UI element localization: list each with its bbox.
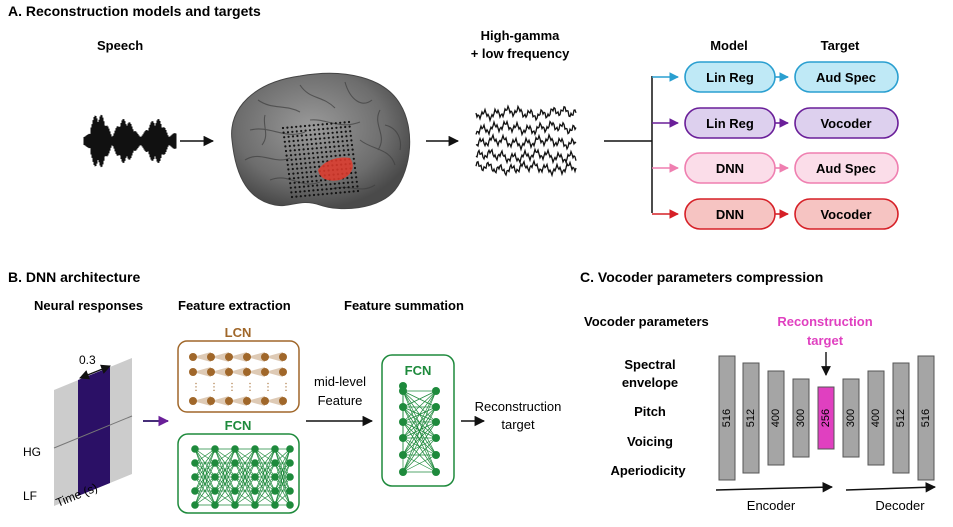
window-arrow	[79, 364, 111, 380]
recon-target-c-2: target	[807, 333, 844, 348]
decoder-arrow	[845, 482, 937, 493]
svg-text:⋮: ⋮	[281, 382, 291, 393]
lf-label: LF	[23, 489, 37, 503]
layer-block: 512	[892, 362, 910, 474]
svg-text:⋮: ⋮	[209, 382, 219, 393]
target-label: Vocoder	[820, 116, 871, 131]
fcn2-label: FCN	[405, 363, 432, 378]
feature-extraction-label: Feature extraction	[178, 298, 291, 313]
fcn-label: FCN	[225, 418, 252, 433]
neural-response-block	[53, 358, 133, 506]
decoder-label: Decoder	[875, 498, 925, 513]
param-voicing: Voicing	[627, 434, 673, 449]
neural-signal-traces	[475, 104, 577, 178]
autoencoder-layers: 516 512 400 300 256 300 400 512 516	[718, 355, 935, 481]
panel-c-title: C. Vocoder parameters compression	[580, 269, 823, 285]
bottleneck-layer: 256	[817, 386, 835, 450]
fcn-box	[177, 433, 300, 514]
svg-text:⋮: ⋮	[227, 382, 237, 393]
recon-target-b-1: Reconstruction	[475, 399, 562, 414]
layer-size-label: 512	[895, 409, 907, 427]
target-pill	[794, 198, 899, 230]
recon-target-b-2: target	[501, 417, 535, 432]
layer-size-label: 516	[920, 409, 932, 427]
target-label: Vocoder	[820, 207, 871, 222]
target-header: Target	[821, 38, 860, 53]
layer-size-label: 400	[770, 409, 782, 427]
layer-size-label: 256	[820, 409, 832, 427]
layer-size-label: 512	[745, 409, 757, 427]
panel-b-title: B. DNN architecture	[8, 269, 140, 285]
model-header: Model	[710, 38, 748, 53]
lcn-network: ⋮ ⋮ ⋮ ⋮ ⋮ ⋮	[189, 352, 291, 406]
model-label: DNN	[716, 161, 744, 176]
signal-label-2: + low frequency	[471, 46, 570, 61]
param-envelope: envelope	[622, 375, 678, 390]
fcn-network	[191, 445, 294, 509]
speech-waveform	[83, 114, 177, 168]
midlevel-label-2: Feature	[318, 393, 363, 408]
svg-text:⋮: ⋮	[263, 382, 273, 393]
hg-label: HG	[23, 445, 41, 459]
encoder-arrow	[715, 481, 834, 493]
model-label: DNN	[716, 207, 744, 222]
model-row: Lin Reg Vocoder	[652, 107, 899, 139]
speech-label: Speech	[97, 38, 143, 53]
target-pill	[794, 61, 899, 93]
param-spectral: Spectral	[624, 357, 675, 372]
param-pitch: Pitch	[634, 404, 666, 419]
layer-block: 400	[867, 370, 885, 466]
fcn2-box	[381, 354, 455, 487]
layer-block: 516	[917, 355, 935, 481]
layer-size-label: 300	[795, 409, 807, 427]
active-region	[318, 157, 353, 181]
recon-target-c-1: Reconstruction	[777, 314, 872, 329]
layer-size-label: 300	[845, 409, 857, 427]
layer-size-label: 516	[721, 409, 733, 427]
model-row: DNN Aud Spec	[652, 152, 899, 184]
midlevel-label-1: mid-level	[314, 374, 366, 389]
svg-text:⋮: ⋮	[191, 382, 201, 393]
target-label: Aud Spec	[816, 161, 876, 176]
target-label: Aud Spec	[816, 70, 876, 85]
signal-label-1: High-gamma	[481, 28, 561, 43]
layer-block: 516	[718, 355, 736, 481]
model-label: Lin Reg	[706, 70, 754, 85]
lcn-label: LCN	[225, 325, 252, 340]
layer-block: 300	[842, 378, 860, 458]
layer-block: 400	[767, 370, 785, 466]
window-size-label: 0.3	[79, 353, 96, 367]
feature-summation-label: Feature summation	[344, 298, 464, 313]
neural-responses-label: Neural responses	[34, 298, 143, 313]
model-row: DNN Vocoder	[652, 198, 899, 230]
model-label: Lin Reg	[706, 116, 754, 131]
encoder-label: Encoder	[747, 498, 796, 513]
model-rows: Lin Reg Aud Spec Lin Reg Vocoder DNN Aud Spec…	[652, 61, 899, 230]
lcn-box	[177, 340, 300, 413]
layer-block: 512	[742, 362, 760, 474]
layer-block: 300	[792, 378, 810, 458]
brain-image	[231, 72, 411, 210]
model-row: Lin Reg Aud Spec	[652, 61, 899, 93]
panel-a-title: A. Reconstruction models and targets	[8, 3, 261, 19]
target-pill	[794, 152, 899, 184]
target-pill	[794, 107, 899, 139]
svg-text:⋮: ⋮	[245, 382, 255, 393]
layer-size-label: 400	[870, 409, 882, 427]
param-aperiodicity: Aperiodicity	[610, 463, 686, 478]
vocoder-params-label: Vocoder parameters	[584, 314, 709, 329]
fcn2-network	[399, 382, 440, 476]
